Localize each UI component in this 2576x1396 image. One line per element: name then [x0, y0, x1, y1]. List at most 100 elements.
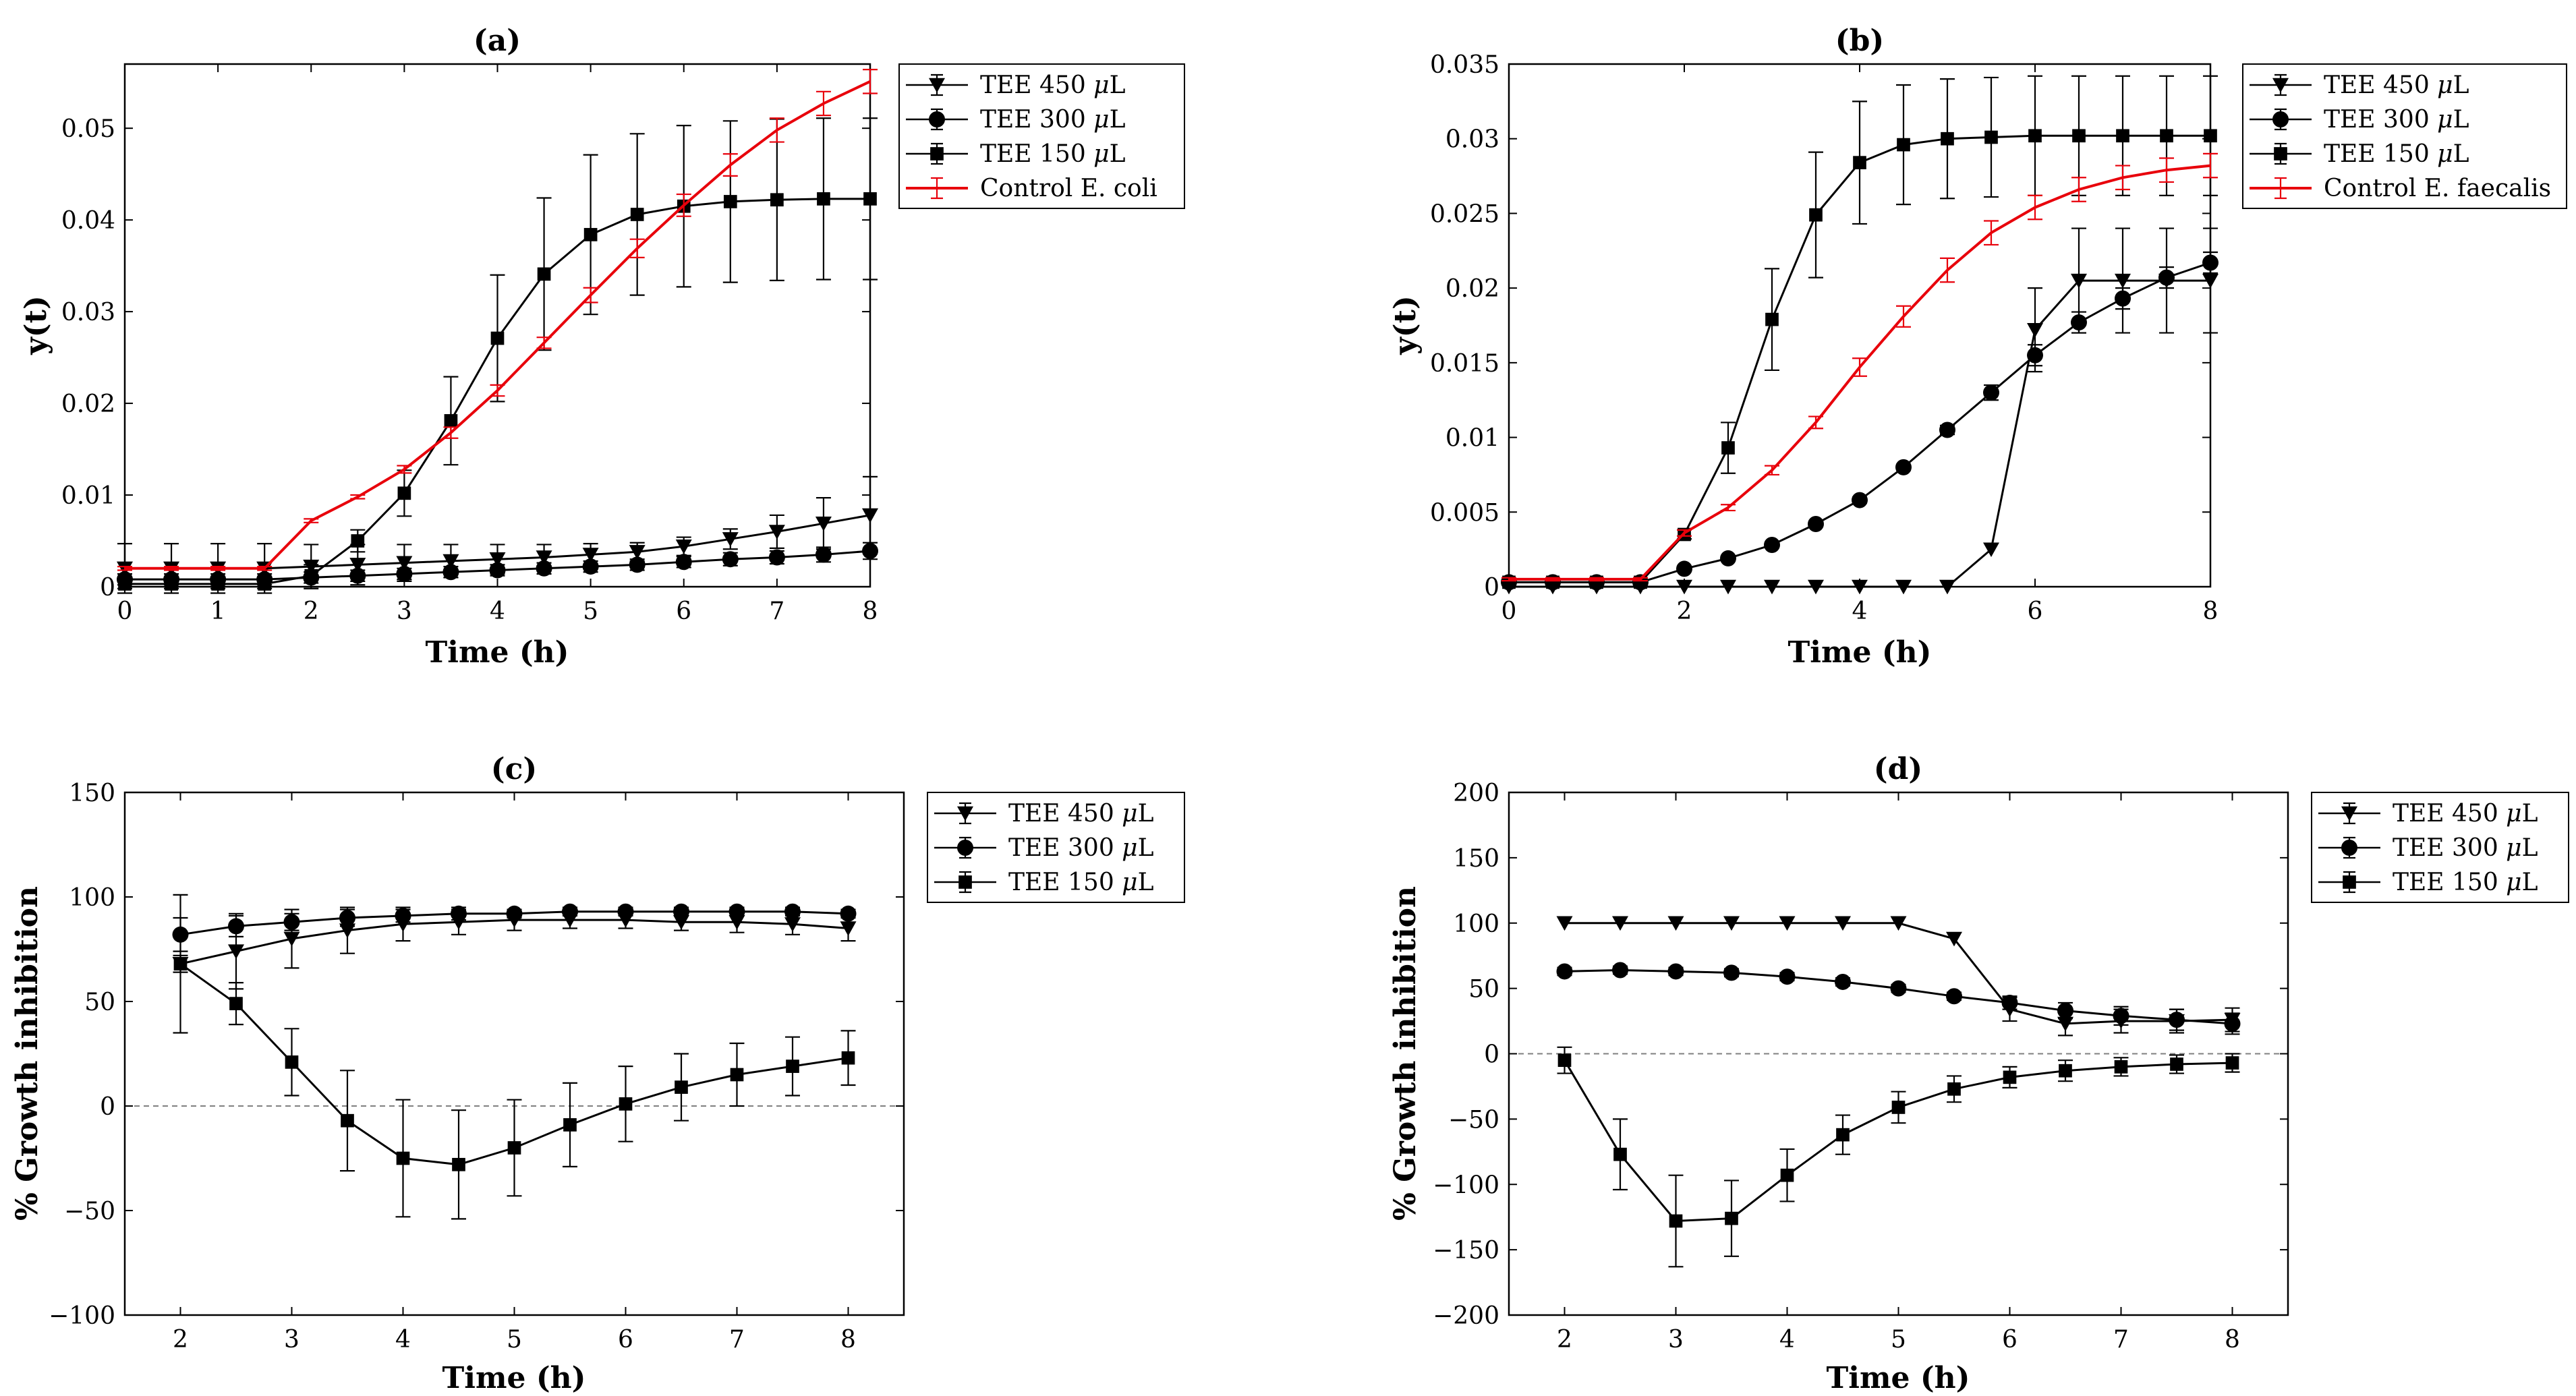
- data-point: [1721, 441, 1735, 455]
- data-point: [228, 944, 244, 959]
- x-tick-label: 4: [1852, 598, 1868, 625]
- data-point: [1836, 1128, 1850, 1142]
- data-point: [1890, 916, 1907, 931]
- x-tick-label: 2: [1677, 598, 1692, 625]
- x-tick-label: 1: [210, 598, 226, 625]
- x-tick-label: 8: [863, 598, 878, 625]
- data-point: [1556, 963, 1573, 980]
- data-point: [1613, 1147, 1627, 1161]
- data-point: [2202, 254, 2219, 271]
- data-point: [1852, 492, 1868, 508]
- y-tick-label: 50: [84, 989, 115, 1016]
- legend-item: TEE 300 μL: [2318, 834, 2538, 862]
- x-tick-label: 2: [304, 598, 319, 625]
- x-tick-label: 7: [2113, 1326, 2129, 1354]
- legend-label: Control E. faecalis: [2324, 175, 2551, 202]
- data-point: [304, 569, 318, 583]
- y-tick-label: −100: [1433, 1171, 1499, 1199]
- legend-marker: [2272, 111, 2289, 127]
- data-point: [396, 556, 413, 571]
- data-point: [442, 564, 459, 581]
- data-point: [1764, 579, 1780, 595]
- x-tick-label: 5: [1891, 1326, 1906, 1354]
- y-tick-label: 0.02: [61, 390, 115, 418]
- data-point: [1720, 550, 1736, 566]
- data-point: [2071, 273, 2087, 289]
- data-point: [675, 1080, 688, 1094]
- legend-item: TEE 450 μL: [906, 71, 1126, 99]
- x-tick-label: 4: [490, 598, 505, 625]
- y-tick-label: 0.03: [1446, 126, 1499, 154]
- panel-c: 2 3 4 5 6 7 8 −100 −50 0 50 100 150 (c) Time (h) % G…: [10, 752, 1185, 1395]
- y-tick-label: 150: [69, 780, 115, 807]
- series: [117, 69, 878, 571]
- legend-marker: [957, 806, 973, 821]
- data-point: [2113, 1008, 2129, 1024]
- data-point: [536, 550, 552, 565]
- y-tick-label: 150: [1453, 845, 1499, 873]
- data-point: [2116, 129, 2129, 143]
- y-tick-label: 0.02: [1446, 275, 1499, 303]
- y-tick-label: 0.01: [1446, 425, 1499, 453]
- y-tick-label: 0.035: [1430, 51, 1499, 79]
- legend-item: TEE 450 μL: [2250, 71, 2469, 99]
- data-point: [1723, 916, 1740, 931]
- legend-item: Control E. faecalis: [2250, 175, 2551, 202]
- y-tick-label: −100: [49, 1302, 115, 1330]
- data-point: [1723, 964, 1740, 981]
- data-point: [1835, 916, 1851, 931]
- data-point: [444, 414, 458, 428]
- panel-a: 0 1 2 3 4 5 6 7 8 0 0.01 0.02 0.03 0.04 0.05 (a) Time …: [19, 24, 1185, 670]
- legend-box: [898, 63, 1185, 209]
- data-point: [2071, 314, 2087, 331]
- data-point: [1946, 931, 1962, 947]
- y-axis-label-b: y(t): [1388, 295, 1423, 355]
- legend-label: TEE 150 μL: [980, 140, 1126, 168]
- series: [173, 954, 856, 1220]
- data-point: [1853, 156, 1866, 169]
- data-point: [2057, 1002, 2073, 1019]
- legend-label: TEE 450 μL: [2324, 71, 2469, 99]
- data-point: [2115, 290, 2131, 307]
- data-point: [2003, 1070, 2017, 1084]
- y-tick-label: 200: [1453, 780, 1499, 807]
- data-point: [258, 577, 272, 591]
- data-point: [562, 903, 578, 920]
- data-point: [1895, 579, 1912, 595]
- x-tick-label: 2: [173, 1326, 188, 1354]
- data-point: [1667, 963, 1684, 980]
- data-point: [840, 921, 857, 936]
- y-tick-label: 0: [1484, 574, 1499, 602]
- data-point: [673, 903, 689, 920]
- data-point: [768, 549, 785, 566]
- data-point: [2224, 1015, 2241, 1032]
- legend-marker: [2343, 875, 2356, 889]
- x-tick-label: 2: [1557, 1326, 1572, 1354]
- y-tick-label: −200: [1433, 1302, 1499, 1330]
- data-point: [165, 577, 178, 591]
- data-point: [442, 554, 459, 569]
- series: [1501, 75, 2218, 589]
- data-point: [619, 1097, 633, 1111]
- data-point: [283, 931, 300, 947]
- panel-title-b: (b): [1835, 24, 1884, 58]
- data-point: [339, 910, 355, 926]
- data-point: [722, 532, 739, 547]
- panel-title-c: (c): [491, 752, 537, 786]
- data-point: [507, 1141, 521, 1155]
- x-tick-label: 0: [1501, 598, 1517, 625]
- data-point: [395, 907, 411, 924]
- data-point: [1667, 916, 1684, 931]
- x-tick-label: 3: [397, 598, 412, 625]
- legend-item: TEE 150 μL: [2318, 869, 2538, 896]
- data-point: [786, 1059, 799, 1073]
- data-point: [339, 923, 355, 938]
- data-point: [2202, 273, 2219, 289]
- data-point: [2204, 129, 2217, 143]
- data-point: [1891, 1101, 1906, 1114]
- y-axis-label-a: y(t): [19, 295, 53, 355]
- data-point: [630, 208, 644, 221]
- data-point: [2160, 129, 2173, 143]
- data-point: [2158, 269, 2175, 286]
- legend-item: TEE 300 μL: [2250, 106, 2469, 134]
